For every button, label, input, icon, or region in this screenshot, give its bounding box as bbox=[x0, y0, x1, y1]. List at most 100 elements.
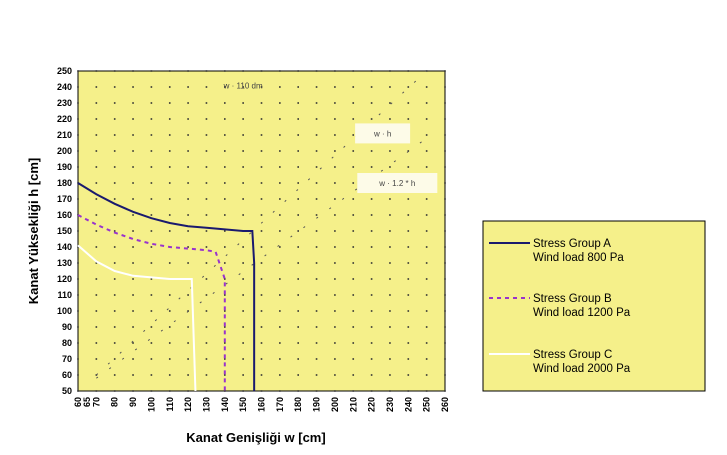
grid-dot bbox=[334, 150, 336, 152]
grid-dot bbox=[279, 278, 281, 280]
grid-dot bbox=[77, 246, 79, 248]
grid-dot bbox=[352, 326, 355, 328]
grid-dot bbox=[168, 86, 171, 88]
grid-dot bbox=[370, 294, 373, 296]
grid-dot bbox=[444, 246, 446, 248]
grid-dot bbox=[297, 278, 299, 280]
grid-dot bbox=[224, 358, 226, 360]
grid-dot bbox=[187, 358, 189, 360]
grid-dot bbox=[260, 342, 263, 344]
grid-dot bbox=[77, 102, 79, 104]
grid-dot bbox=[352, 166, 355, 168]
annotation-text: w · 1.2 * h bbox=[378, 179, 415, 188]
y-tick-label: 180 bbox=[57, 178, 72, 188]
grid-dot bbox=[370, 214, 373, 216]
grid-dot bbox=[187, 374, 189, 376]
grid-dot bbox=[168, 198, 171, 200]
grid-dot bbox=[224, 310, 226, 312]
grid-dot bbox=[315, 182, 318, 184]
grid-dot bbox=[95, 246, 98, 248]
x-tick-label: 250 bbox=[422, 397, 432, 412]
grid-dot bbox=[95, 390, 98, 392]
grid-dot bbox=[297, 150, 299, 152]
grid-dot bbox=[205, 102, 208, 104]
grid-dot bbox=[334, 294, 336, 296]
grid-dot bbox=[260, 118, 263, 120]
grid-dot bbox=[407, 86, 410, 88]
grid-dot bbox=[315, 70, 318, 72]
x-tick-label: 190 bbox=[312, 397, 322, 412]
grid-dot bbox=[150, 310, 153, 312]
grid-dot bbox=[95, 278, 98, 280]
grid-dot bbox=[279, 150, 281, 152]
grid-dot bbox=[425, 358, 428, 360]
grid-dot bbox=[444, 70, 446, 72]
grid-dot bbox=[425, 86, 428, 88]
grid-dot bbox=[407, 214, 410, 216]
grid-dot bbox=[224, 198, 226, 200]
grid-dot bbox=[187, 294, 189, 296]
grid-dot bbox=[187, 230, 189, 232]
y-tick-label: 190 bbox=[57, 162, 72, 172]
grid-dot bbox=[334, 214, 336, 216]
grid-dot bbox=[242, 246, 244, 248]
grid-dot bbox=[205, 294, 208, 296]
series-line-3 bbox=[77, 244, 197, 392]
grid-dot bbox=[389, 150, 391, 152]
grid-dot bbox=[370, 230, 373, 232]
grid-dot bbox=[242, 326, 244, 328]
grid-dot bbox=[260, 230, 263, 232]
grid-dot bbox=[389, 342, 391, 344]
grid-dot bbox=[205, 246, 208, 248]
y-tick-label: 170 bbox=[57, 194, 72, 204]
grid-dot bbox=[389, 198, 391, 200]
grid-dot bbox=[407, 342, 410, 344]
grid-dot bbox=[279, 230, 281, 232]
grid-dot bbox=[77, 86, 79, 88]
grid-dot bbox=[187, 390, 189, 392]
grid-dot bbox=[95, 150, 98, 152]
grid-dot bbox=[407, 246, 410, 248]
grid-dot bbox=[297, 118, 299, 120]
grid-dot bbox=[77, 134, 79, 136]
grid-dot bbox=[334, 198, 336, 200]
grid-dot bbox=[168, 182, 171, 184]
grid-dot bbox=[407, 310, 410, 312]
grid-dot bbox=[224, 374, 226, 376]
grid-dot bbox=[205, 278, 208, 280]
grid-dot bbox=[150, 134, 153, 136]
grid-dot bbox=[77, 230, 79, 232]
grid-dot bbox=[187, 102, 189, 104]
grid-dot bbox=[224, 230, 226, 232]
grid-dot bbox=[113, 134, 116, 136]
grid-dot bbox=[425, 118, 428, 120]
grid-dot bbox=[113, 102, 116, 104]
grid-dot bbox=[168, 358, 171, 360]
grid-dot bbox=[425, 294, 428, 296]
grid-dot bbox=[95, 326, 98, 328]
grid-dot bbox=[242, 150, 244, 152]
grid-dot bbox=[205, 70, 208, 72]
grid-dot bbox=[334, 342, 336, 344]
grid-dot bbox=[205, 262, 208, 264]
x-tick-label: 220 bbox=[367, 397, 377, 412]
annotations: w · 110 dm w · h w · 1.2 * h bbox=[223, 81, 438, 193]
grid-dot bbox=[168, 326, 171, 328]
x-tick-label: 70 bbox=[91, 397, 101, 407]
grid-dot bbox=[370, 342, 373, 344]
grid-dot bbox=[389, 358, 391, 360]
grid-dot bbox=[444, 86, 446, 88]
grid-dot bbox=[113, 86, 116, 88]
grid-dot bbox=[132, 230, 134, 232]
grid-dot bbox=[279, 294, 281, 296]
grid-dot bbox=[242, 86, 244, 88]
grid-dot bbox=[77, 326, 79, 328]
legend-label-2: Stress Group B bbox=[533, 293, 612, 305]
grid-dot bbox=[150, 278, 153, 280]
reference-line bbox=[96, 70, 427, 376]
grid-dot bbox=[168, 374, 171, 376]
grid-dot bbox=[224, 118, 226, 120]
grid-dot bbox=[334, 390, 336, 392]
x-tick-label: 160 bbox=[257, 397, 267, 412]
